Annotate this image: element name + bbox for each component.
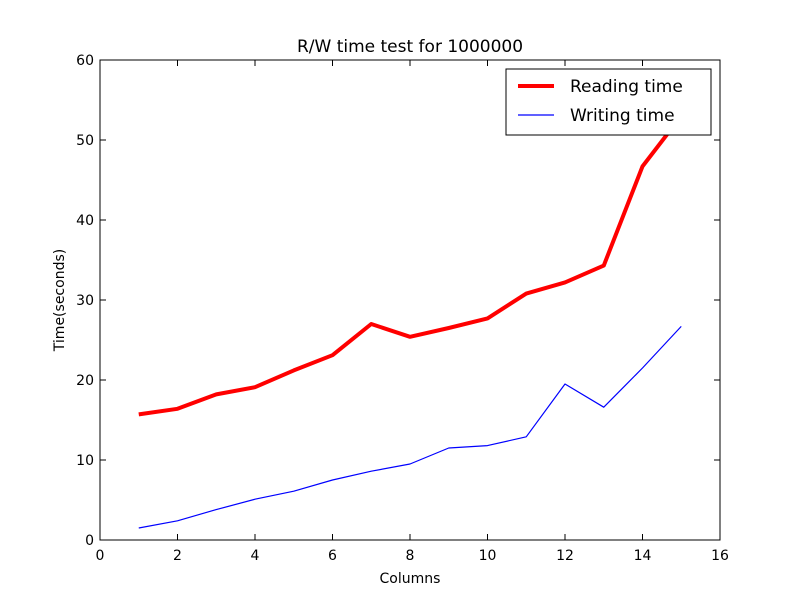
series-line-1 <box>138 114 683 417</box>
x-tick-label: 8 <box>406 548 415 564</box>
x-tick-label: 2 <box>173 548 182 564</box>
legend-label-2: Writing time <box>570 106 675 126</box>
x-tick-label: 12 <box>556 548 574 564</box>
legend: Reading time Writing time <box>505 68 712 136</box>
y-tick-label: 60 <box>76 53 94 69</box>
x-tick-label: 10 <box>479 548 497 564</box>
chart-title: R/W time test for 1000000 <box>297 37 523 57</box>
axes: 0 2 4 6 8 10 12 14 16 0 10 20 30 40 50 60 <box>76 53 729 564</box>
x-tick-label: 0 <box>96 548 105 564</box>
y-tick-label: 40 <box>76 213 94 229</box>
x-tick-label: 6 <box>328 548 337 564</box>
series-line-2 <box>138 325 682 529</box>
y-tick-label: 10 <box>76 453 94 469</box>
y-tick-label: 30 <box>76 293 94 309</box>
y-tick-label: 20 <box>76 373 94 389</box>
y-tick-label: 0 <box>85 533 94 549</box>
y-axis-title: Time(seconds) <box>52 249 68 352</box>
legend-label-1: Reading time <box>570 77 683 97</box>
legend-box <box>505 68 712 136</box>
plot-area <box>138 114 683 529</box>
x-axis-title: Columns <box>380 571 441 587</box>
x-tick-label: 16 <box>711 548 729 564</box>
x-tick-label: 14 <box>634 548 652 564</box>
x-tick-label: 4 <box>251 548 260 564</box>
y-tick-label: 50 <box>76 133 94 149</box>
